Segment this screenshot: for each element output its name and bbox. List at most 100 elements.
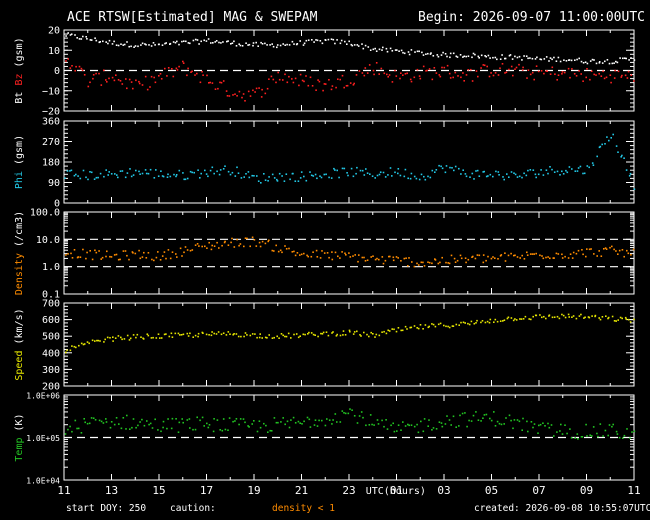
data-point [472,255,474,258]
data-point [612,423,614,426]
data-point [311,39,313,41]
data-point [139,173,141,175]
data-point [384,176,387,178]
data-point [460,173,462,175]
data-point [361,72,364,74]
data-point [264,42,266,45]
data-point [359,334,361,336]
data-point [484,321,487,324]
data-point [258,420,261,422]
data-point [325,173,327,176]
data-point [235,418,238,420]
data-point [320,332,322,335]
data-point [117,258,120,261]
data-point [468,419,470,422]
data-point [316,39,319,42]
data-point [420,261,423,264]
data-point [356,44,359,46]
data-point [321,333,324,335]
data-point [334,169,336,171]
data-point [214,88,217,90]
data-point [82,248,84,251]
data-point [595,62,598,65]
data-point [629,172,632,175]
data-point [309,171,311,173]
data-point [365,168,367,170]
data-point [586,68,588,70]
data-point [317,335,319,338]
y-tick-label: −20 [42,107,60,118]
data-point [294,77,297,80]
data-point [591,162,594,164]
data-point [457,75,459,77]
data-point [373,424,375,426]
chart-title: ACE RTSW[Estimated] MAG & SWEPAM [67,10,318,25]
data-point [103,69,105,72]
data-point [452,325,455,327]
data-point [357,260,359,263]
data-point [134,45,137,47]
data-point [219,81,221,84]
data-point [186,249,189,251]
data-point [512,427,514,430]
data-point [243,245,245,248]
data-point [245,173,247,175]
data-point [194,428,197,431]
data-point [79,177,82,180]
data-point [349,82,352,84]
data-point [243,335,245,338]
data-point [238,423,240,426]
data-point [232,420,234,423]
data-point [522,417,524,420]
x-tick-label: 05 [485,484,498,497]
data-point [281,175,283,177]
data-point [630,74,633,76]
data-point [592,426,595,428]
data-point [217,331,220,333]
data-point [98,250,100,252]
data-point [318,80,321,83]
data-point [458,425,460,427]
data-point [615,60,617,63]
x-tick-label: 03 [437,484,450,497]
data-point [404,325,407,328]
data-point [210,248,213,251]
data-point [553,316,556,318]
data-point [416,262,418,265]
data-point [543,315,545,318]
data-point [78,65,81,68]
data-point [294,180,297,182]
data-point [292,172,294,175]
data-point [612,133,614,136]
data-point [508,68,510,71]
data-point [470,68,472,71]
data-point [331,423,333,425]
data-point [553,257,555,259]
data-point [490,257,493,260]
x-tick-label: 07 [532,484,545,497]
data-point [453,169,455,172]
data-point [513,419,516,421]
data-point [599,423,602,425]
data-point [474,53,476,56]
data-point [74,34,76,36]
data-point [368,64,371,66]
data-point [189,42,191,45]
data-point [524,315,527,318]
data-point [282,43,284,45]
data-point [73,174,76,177]
data-point [617,319,619,321]
data-point [87,178,89,181]
data-point [444,53,447,55]
data-point [505,417,507,419]
data-point [129,428,131,430]
data-point [551,316,554,319]
data-point [219,429,221,431]
data-point [120,43,122,45]
data-point [434,258,436,260]
data-point [399,174,402,177]
data-point [378,48,381,51]
data-point [599,145,602,148]
data-point [157,333,160,335]
